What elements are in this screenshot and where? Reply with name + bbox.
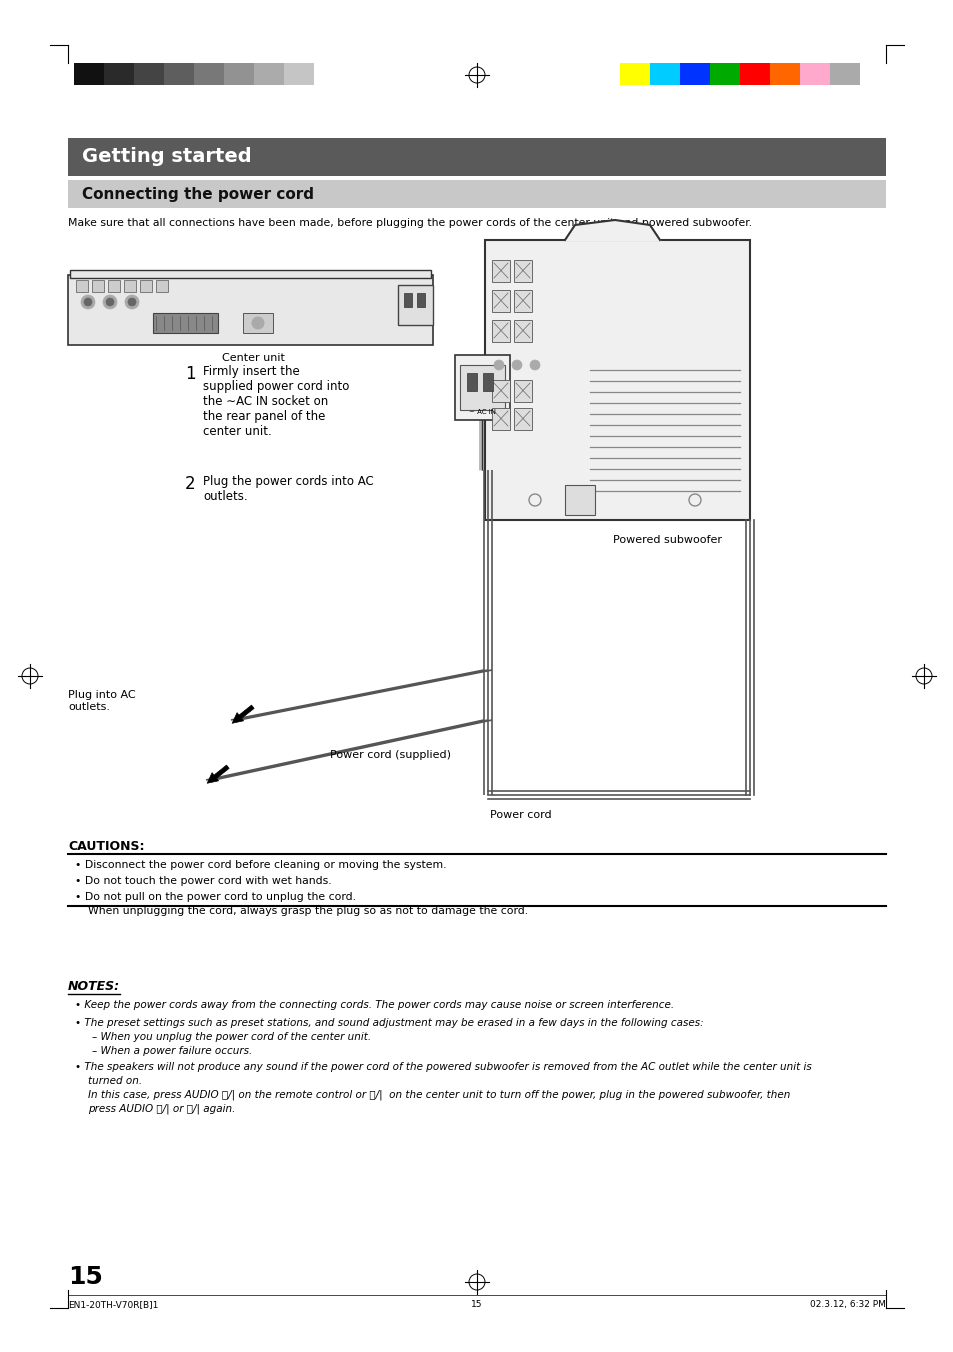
Bar [649,64,679,85]
Bar [108,280,120,292]
Text: press AUDIO ⏻/| or ⏻/| again.: press AUDIO ⏻/| or ⏻/| again. [88,1105,235,1114]
Text: 1: 1 [185,365,195,383]
Circle shape [530,360,539,370]
Text: Plug into AC
outlets.: Plug into AC outlets. [68,690,135,711]
Text: 02.3.12, 6:32 PM: 02.3.12, 6:32 PM [809,1301,885,1309]
Bar [619,64,649,85]
Circle shape [125,295,139,310]
Bar [68,274,433,345]
Text: • Keep the power cords away from the connecting cords. The power cords may cause: • Keep the power cords away from the con… [75,1000,674,1010]
Bar [800,64,829,85]
Bar [564,485,595,515]
Bar [68,180,885,208]
Bar [492,289,510,312]
Bar [484,241,749,521]
Bar [397,285,433,324]
Bar [152,314,218,333]
Bar [104,64,133,85]
Bar [482,373,493,391]
Bar [467,373,476,391]
Circle shape [512,360,521,370]
Bar [133,64,164,85]
Text: Getting started: Getting started [82,147,252,166]
Text: – When you unplug the power cord of the center unit.: – When you unplug the power cord of the … [91,1032,371,1042]
Text: Center unit: Center unit [221,353,284,362]
Bar [193,64,224,85]
Bar [140,280,152,292]
Text: CAUTIONS:: CAUTIONS: [68,840,144,853]
Text: turned on.: turned on. [88,1076,142,1086]
Bar [455,356,510,420]
Text: Plug the power cords into AC
outlets.: Plug the power cords into AC outlets. [203,475,374,503]
Bar [492,260,510,283]
Bar [91,280,104,292]
Text: EN1-20TH-V70R[B]1: EN1-20TH-V70R[B]1 [68,1301,158,1309]
Text: Connecting the power cord: Connecting the power cord [82,187,314,201]
Bar [70,270,431,279]
Bar [459,365,504,410]
Text: 15: 15 [68,1265,103,1288]
Bar [514,380,532,402]
Text: NOTES:: NOTES: [68,980,120,992]
Text: 15: 15 [471,1301,482,1309]
Circle shape [494,360,503,370]
Circle shape [81,295,95,310]
Bar [164,64,193,85]
Text: When unplugging the cord, always grasp the plug so as not to damage the cord.: When unplugging the cord, always grasp t… [88,906,528,917]
Text: • The preset settings such as preset stations, and sound adjustment may be erase: • The preset settings such as preset sta… [75,1018,703,1028]
Circle shape [84,297,91,306]
Circle shape [103,295,117,310]
Bar [769,64,800,85]
Bar [403,293,412,307]
Text: • Do not pull on the power cord to unplug the cord.: • Do not pull on the power cord to unplu… [75,892,355,902]
Text: • The speakers will not produce any sound if the power cord of the powered subwo: • The speakers will not produce any soun… [75,1063,811,1072]
Bar [514,289,532,312]
Bar [492,320,510,342]
Bar [492,408,510,430]
Bar [679,64,709,85]
Bar [253,64,284,85]
Text: 2: 2 [185,475,195,493]
Text: • Disconnect the power cord before cleaning or moving the system.: • Disconnect the power cord before clean… [75,860,446,869]
Bar [124,280,136,292]
Circle shape [106,297,113,306]
Circle shape [128,297,136,306]
Bar [243,314,273,333]
Bar [709,64,740,85]
Bar [76,280,88,292]
Bar [224,64,253,85]
Text: ~ AC IN: ~ AC IN [469,410,496,415]
Bar [829,64,859,85]
Bar [740,64,769,85]
Text: Power cord: Power cord [490,810,551,821]
Text: Power cord (supplied): Power cord (supplied) [330,750,451,760]
Bar [74,64,104,85]
Bar [514,260,532,283]
Bar [416,293,424,307]
Bar [156,280,168,292]
Text: Make sure that all connections have been made, before plugging the power cords o: Make sure that all connections have been… [68,218,751,228]
Text: – When a power failure occurs.: – When a power failure occurs. [91,1046,252,1056]
Bar [492,380,510,402]
Text: Firmly insert the
supplied power cord into
the ∼AC IN socket on
the rear panel o: Firmly insert the supplied power cord in… [203,365,349,438]
Bar [514,408,532,430]
Text: In this case, press AUDIO ⏻/| on the remote control or ⏻/|  on the center unit t: In this case, press AUDIO ⏻/| on the rem… [88,1090,789,1101]
Bar [514,320,532,342]
Circle shape [252,316,264,329]
Bar [68,138,885,176]
Bar [284,64,314,85]
Text: • Do not touch the power cord with wet hands.: • Do not touch the power cord with wet h… [75,876,332,886]
Text: Powered subwoofer: Powered subwoofer [613,535,721,545]
